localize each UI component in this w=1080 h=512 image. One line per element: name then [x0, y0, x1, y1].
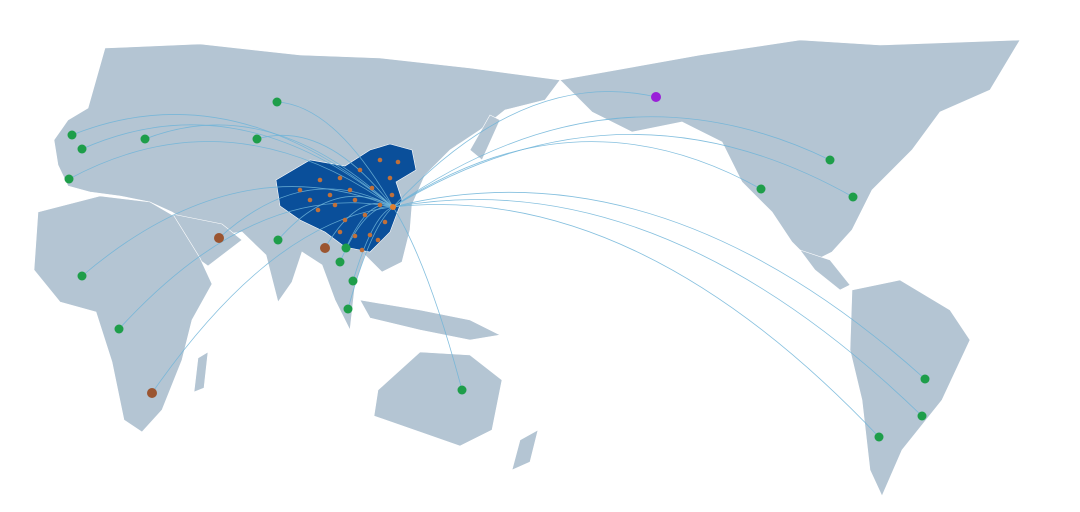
route-arc — [277, 195, 394, 241]
china-city — [347, 187, 353, 193]
location-dot — [77, 271, 87, 281]
location-dot — [64, 174, 74, 184]
locations — [64, 92, 930, 442]
route-arc — [276, 101, 394, 208]
route-arc — [392, 206, 463, 391]
china-city — [357, 167, 363, 173]
australia — [373, 351, 503, 447]
location-dot — [272, 97, 282, 107]
location-dot — [917, 411, 927, 421]
china-city — [362, 212, 368, 218]
madagascar — [193, 351, 209, 393]
china-city — [337, 175, 343, 181]
south-america — [849, 279, 971, 497]
location-dot — [756, 184, 766, 194]
route-arc — [81, 186, 394, 277]
route-arc — [392, 192, 926, 380]
route-arc — [144, 124, 394, 208]
route-arc — [118, 202, 394, 330]
china-city — [327, 192, 333, 198]
route-arc — [151, 206, 394, 394]
china-city — [387, 175, 393, 181]
location-dot — [140, 134, 150, 144]
routes — [68, 91, 926, 438]
china-city — [389, 192, 395, 198]
china-city — [377, 157, 383, 163]
china-city — [352, 197, 358, 203]
china-city — [315, 207, 321, 213]
china-city — [375, 237, 381, 243]
china-city — [359, 247, 365, 253]
route-arc — [352, 206, 394, 282]
route-arc — [392, 204, 880, 438]
north-america — [559, 39, 1021, 263]
route-arc — [392, 141, 762, 208]
location-dot — [335, 257, 345, 267]
route-arc — [392, 199, 923, 417]
africa — [33, 195, 213, 433]
china-city — [337, 229, 343, 235]
location-dot — [457, 385, 467, 395]
location-dot — [214, 233, 224, 243]
china-city — [317, 177, 323, 183]
route-arc — [347, 206, 394, 310]
location-dot — [825, 155, 835, 165]
location-dot — [320, 243, 330, 253]
route-arc — [256, 134, 394, 208]
route-arc — [68, 141, 394, 208]
location-dot — [114, 324, 124, 334]
china-city — [342, 217, 348, 223]
location-dot — [343, 304, 353, 314]
china-city — [307, 197, 313, 203]
location-dot — [348, 276, 358, 286]
location-dot — [341, 243, 351, 253]
china-city — [395, 159, 401, 165]
japan — [469, 114, 501, 161]
china-city — [377, 202, 383, 208]
southeast-asia-islands — [359, 299, 501, 341]
location-dot — [252, 134, 262, 144]
location-dot — [848, 192, 858, 202]
china-city — [297, 187, 303, 193]
new-zealand — [511, 429, 539, 471]
central-america — [799, 249, 851, 291]
location-dot — [920, 374, 930, 384]
china-city — [367, 232, 373, 238]
china-city — [352, 233, 358, 239]
route-arc — [324, 202, 394, 249]
china-city — [369, 185, 375, 191]
route-arc — [218, 188, 394, 239]
route-arc — [81, 124, 394, 208]
location-dot — [651, 92, 661, 102]
china-city — [382, 219, 388, 225]
location-dot — [67, 130, 77, 140]
landmasses — [33, 39, 1021, 497]
china — [275, 143, 417, 253]
china-city — [332, 202, 338, 208]
route-arc — [392, 116, 831, 208]
location-dot — [77, 144, 87, 154]
location-dot — [273, 235, 283, 245]
route-arc — [392, 91, 657, 208]
route-arc — [71, 114, 394, 208]
route-arc — [392, 134, 854, 208]
hub — [390, 204, 396, 210]
location-dot — [874, 432, 884, 442]
location-dot — [147, 388, 157, 398]
